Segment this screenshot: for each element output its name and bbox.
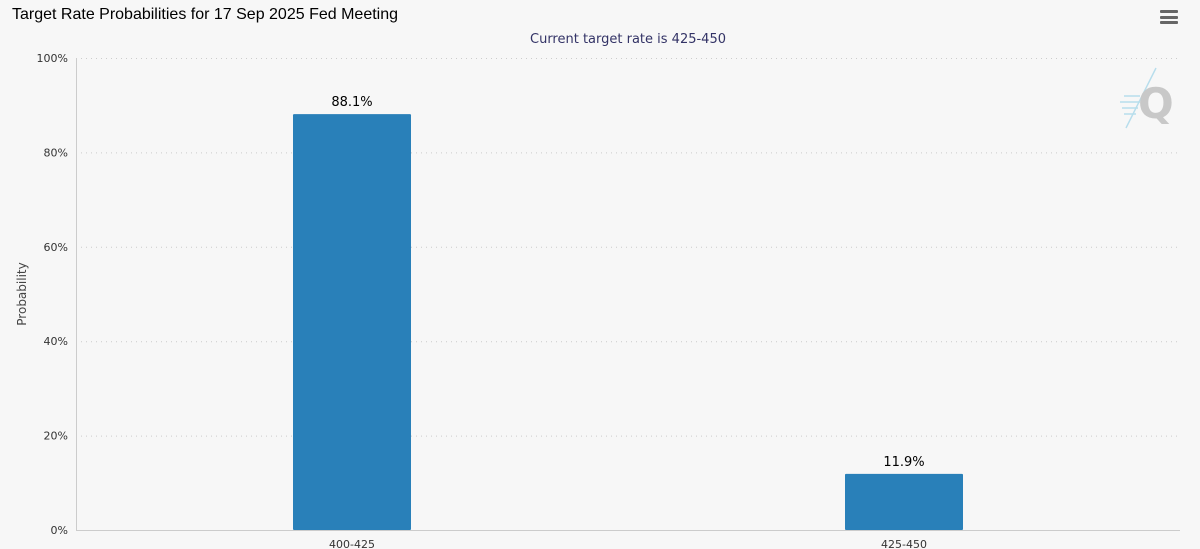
y-tick-label: 80% [44, 146, 68, 159]
quikstrike-q-logo-icon: Q [1120, 67, 1172, 129]
data-label: 11.9% [883, 455, 924, 470]
chart-title: Target Rate Probabilities for 17 Sep 202… [12, 6, 399, 23]
hamburger-menu-icon[interactable] [1160, 10, 1178, 26]
gridlines [76, 58, 1180, 437]
bar-425-450[interactable] [845, 473, 963, 530]
x-axis-ticks: 400-425 425-450 [329, 538, 927, 549]
svg-text:Q: Q [1138, 79, 1172, 128]
bars: 88.1% 11.9% [293, 95, 963, 530]
y-tick-label: 0% [51, 524, 68, 537]
y-axis-ticks: 0% 20% 40% 60% 80% 100% [37, 52, 68, 537]
x-tick-label: 425-450 [881, 538, 927, 549]
y-tick-label: 20% [44, 430, 68, 443]
bar-400-425[interactable] [293, 114, 411, 530]
x-tick-label: 400-425 [329, 538, 375, 549]
y-tick-label: 60% [44, 241, 68, 254]
y-tick-label: 100% [37, 52, 68, 65]
data-label: 88.1% [331, 95, 372, 110]
y-axis-label: Probability [15, 262, 29, 325]
y-tick-label: 40% [44, 335, 68, 348]
chart-subtitle: Current target rate is 425-450 [530, 32, 726, 47]
